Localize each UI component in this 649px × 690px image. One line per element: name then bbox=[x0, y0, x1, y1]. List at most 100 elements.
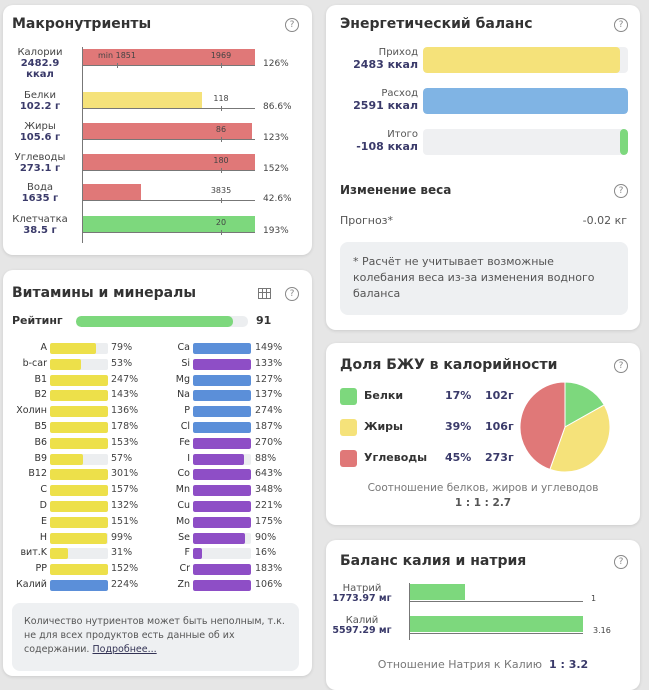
macro-label: Жиры 105.6 г bbox=[4, 121, 76, 143]
nutrient-label: F bbox=[184, 547, 190, 559]
nutrient-bar bbox=[193, 516, 251, 528]
nutrient-bar bbox=[193, 390, 251, 402]
forecast-label: Прогноз* bbox=[340, 214, 394, 227]
legend-name: Жиры bbox=[364, 420, 403, 433]
nutrient-percent: 175% bbox=[255, 515, 283, 527]
more-link[interactable]: Подробнее... bbox=[92, 644, 157, 655]
macro-baseline bbox=[83, 108, 255, 109]
macro-baseline bbox=[83, 139, 255, 140]
macro-name: Калории bbox=[17, 47, 63, 58]
energy-bar bbox=[423, 129, 628, 155]
nutrient-label: E bbox=[40, 515, 47, 527]
nutrient-percent: 149% bbox=[255, 342, 283, 353]
help-icon[interactable]: ? bbox=[285, 287, 299, 301]
norm-label: 180 bbox=[213, 156, 229, 165]
nutrient-label: Na bbox=[177, 389, 190, 401]
nutrient-bar bbox=[50, 453, 108, 465]
nutrient-bar bbox=[50, 548, 108, 560]
nutrient-label: Zn bbox=[177, 579, 190, 590]
macro-percent: 152% bbox=[263, 164, 289, 174]
norm-label: 1969 bbox=[210, 51, 232, 60]
pie-slice bbox=[549, 404, 611, 473]
nutrient-percent: 90% bbox=[255, 531, 277, 543]
rating-fill bbox=[76, 316, 233, 327]
macro-unit: ккал bbox=[26, 69, 54, 80]
nutrient-fill bbox=[50, 374, 108, 386]
nutrient-label: вит.K bbox=[20, 547, 47, 559]
nutrient-fill bbox=[50, 406, 108, 418]
legend-grams: 106г bbox=[485, 420, 514, 433]
macro-bar bbox=[83, 184, 142, 200]
nutrient-percent: 643% bbox=[255, 468, 283, 480]
nutrient-label: Mo bbox=[175, 515, 190, 527]
help-icon[interactable]: ? bbox=[614, 184, 628, 198]
nutrient-bar bbox=[50, 374, 108, 386]
legend-swatch bbox=[340, 419, 357, 436]
macro-value: 38.5 г bbox=[23, 225, 57, 236]
nutrient-fill bbox=[193, 390, 251, 402]
macro-value: 102.2 г bbox=[19, 101, 61, 112]
nutrient-percent: 221% bbox=[255, 500, 283, 511]
help-icon[interactable]: ? bbox=[614, 359, 628, 373]
nutrient-bar bbox=[50, 564, 108, 576]
macro-percent: 123% bbox=[263, 133, 289, 143]
macro-percent: 42.6% bbox=[263, 194, 292, 204]
pie-slice bbox=[564, 381, 605, 428]
macro-value: 1635 г bbox=[21, 193, 59, 204]
nutrient-percent: 127% bbox=[255, 373, 283, 385]
table-icon[interactable] bbox=[258, 288, 271, 299]
energy-label: Приход 2483 ккал bbox=[338, 47, 418, 71]
nutrient-percent: 247% bbox=[111, 373, 139, 385]
potassium-sodium-card bbox=[326, 540, 640, 690]
nutrient-label: Co bbox=[177, 468, 190, 480]
nutrient-percent: 274% bbox=[255, 405, 283, 417]
nutrient-fill bbox=[50, 485, 108, 497]
energy-fill bbox=[423, 88, 628, 114]
vitamins-title: Витамины и минералы bbox=[12, 285, 196, 301]
nutrient-percent: 143% bbox=[111, 389, 139, 401]
nutrient-percent: 153% bbox=[111, 436, 139, 448]
energy-value: 2483 ккал bbox=[353, 58, 418, 71]
nutrient-fill bbox=[193, 374, 251, 386]
nutrient-fill bbox=[50, 564, 108, 576]
nutrient-fill bbox=[50, 437, 108, 449]
norm-tick bbox=[221, 106, 222, 111]
macro-percent: 193% bbox=[263, 226, 289, 236]
nutrient-fill bbox=[193, 453, 245, 465]
nutrient-bar bbox=[193, 501, 251, 512]
macro-name: Клетчатка bbox=[12, 214, 68, 225]
nutrient-percent: 88% bbox=[255, 452, 277, 464]
nutrient-bar bbox=[193, 358, 251, 370]
bju-ratio-label: Соотношение белков, жиров и углеводов bbox=[367, 482, 599, 494]
nutrient-fill bbox=[50, 358, 81, 370]
nutrient-bar bbox=[50, 343, 108, 354]
weight-change-title: Изменение веса bbox=[340, 183, 452, 197]
forecast-value: -0.02 кг bbox=[582, 214, 627, 227]
rating-label: Рейтинг bbox=[12, 314, 63, 327]
nutrient-label: C bbox=[40, 484, 47, 496]
nutrient-bar bbox=[50, 580, 108, 591]
macro-label: Углеводы 273.1 г bbox=[4, 152, 76, 174]
legend-grams: 273г bbox=[485, 451, 514, 464]
nutrient-fill bbox=[50, 422, 108, 433]
help-icon[interactable]: ? bbox=[614, 555, 628, 569]
nutrient-label: B5 bbox=[34, 421, 47, 432]
nutrient-bar bbox=[193, 532, 251, 544]
nutrient-fill bbox=[50, 501, 108, 512]
nutrient-bar bbox=[193, 564, 251, 576]
nutrient-fill bbox=[193, 422, 251, 433]
nutrient-label: Cr bbox=[179, 563, 190, 575]
nutrient-percent: 151% bbox=[111, 515, 139, 527]
macro-value: 105.6 г bbox=[19, 132, 61, 143]
macro-value: 273.1 г bbox=[19, 163, 61, 174]
help-icon[interactable]: ? bbox=[614, 18, 628, 32]
energy-name: Расход bbox=[381, 88, 418, 99]
kna-baseline bbox=[410, 633, 583, 634]
norm-tick bbox=[221, 168, 222, 173]
kna-value: 1773.97 мг bbox=[332, 593, 392, 604]
kna-label: Калий 5597.29 мг bbox=[322, 616, 402, 636]
macronutrients-title: Макронутриенты bbox=[12, 16, 152, 32]
nutrient-label: B12 bbox=[28, 468, 47, 480]
help-icon[interactable]: ? bbox=[285, 18, 299, 32]
nutrient-label: A bbox=[40, 342, 48, 353]
